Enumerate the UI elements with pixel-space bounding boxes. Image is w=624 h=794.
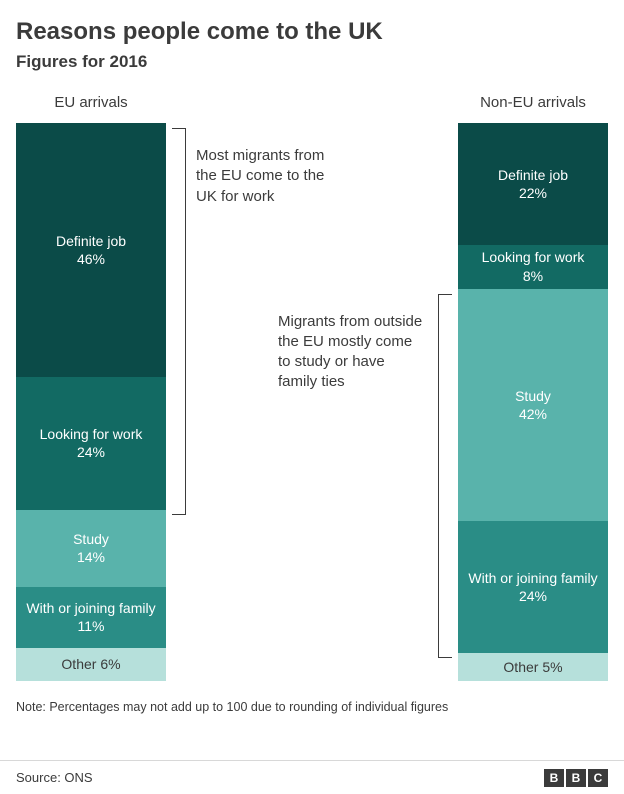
footer: Source: ONS B B C: [0, 760, 624, 794]
bar-segment-label: Other 6%: [61, 655, 120, 673]
annotation-text: Most migrants from the EU come to the UK…: [196, 146, 346, 207]
bar-segment: Definite job 22%: [458, 123, 608, 245]
bar-segment-label: Definite job 22%: [498, 166, 568, 202]
bbc-logo-letter: B: [566, 769, 586, 787]
bar-segment-label: Looking for work 24%: [40, 425, 143, 461]
bar-column-label: Non-EU arrivals: [480, 94, 586, 111]
bar-segment-label: Study 14%: [73, 530, 109, 566]
footnote: Note: Percentages may not add up to 100 …: [16, 700, 608, 714]
annotation-text: Migrants from outside the EU mostly come…: [278, 312, 428, 393]
bar-segment: Study 14%: [16, 510, 166, 587]
annotation-bracket: [172, 128, 186, 515]
bar-column-eu: EU arrivals Definite job 46% Looking for w…: [16, 94, 166, 681]
chart-title: Reasons people come to the UK: [16, 18, 608, 46]
chart-subtitle: Figures for 2016: [16, 52, 608, 72]
stacked-bar: Definite job 46% Looking for work 24% Stud…: [16, 123, 166, 681]
bar-segment: With or joining family 24%: [458, 521, 608, 654]
bar-segment: Looking for work 24%: [16, 377, 166, 510]
bar-segment: Other 5%: [458, 653, 608, 681]
bar-segment-label: With or joining family 11%: [26, 599, 155, 635]
bar-segment-label: With or joining family 24%: [468, 569, 597, 605]
bar-segment: With or joining family 11%: [16, 587, 166, 648]
bar-segment: Definite job 46%: [16, 123, 166, 377]
bbc-logo-letter: B: [544, 769, 564, 787]
bbc-logo-letter: C: [588, 769, 608, 787]
bar-segment-label: Study 42%: [515, 387, 551, 423]
bar-segment-label: Definite job 46%: [56, 232, 126, 268]
bar-segment: Other 6%: [16, 648, 166, 681]
annotation-bracket: [438, 294, 452, 659]
bar-segment: Looking for work 8%: [458, 245, 608, 289]
charts-row: EU arrivals Definite job 46% Looking for w…: [16, 94, 608, 686]
bbc-logo: B B C: [544, 769, 608, 787]
bar-column-noneu: Non-EU arrivals Definite job 22% Looking f…: [458, 94, 608, 681]
bar-segment: Study 42%: [458, 289, 608, 521]
bar-column-label: EU arrivals: [54, 94, 127, 111]
bar-segment-label: Looking for work 8%: [482, 248, 585, 284]
stacked-bar: Definite job 22% Looking for work 8% Study…: [458, 123, 608, 681]
bar-segment-label: Other 5%: [503, 658, 562, 676]
source-text: Source: ONS: [16, 770, 93, 785]
